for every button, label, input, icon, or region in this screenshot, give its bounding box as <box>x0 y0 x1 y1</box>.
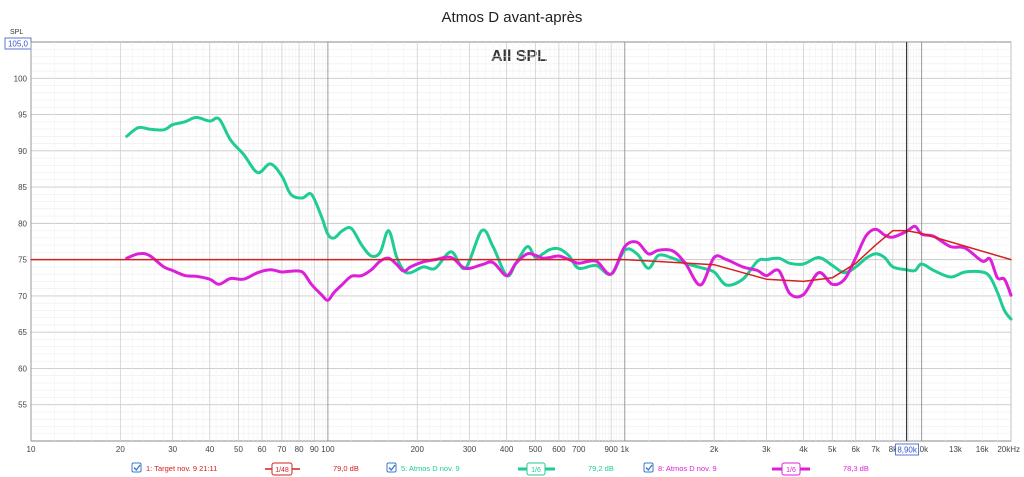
x-tick-label: 6k <box>852 445 861 454</box>
x-tick-label: 13k <box>949 445 963 454</box>
x-tick-label: 500 <box>529 445 543 454</box>
legend-level: 79,0 dB <box>333 464 359 473</box>
x-tick-label: 5k <box>828 445 837 454</box>
legend-series-name: 1: Target nov. 9 21:11 <box>146 464 217 473</box>
legend-level: 79,2 dB <box>588 464 614 473</box>
y-tick-labels: 55 60 65 70 75 80 85 90 95 100 <box>14 74 28 409</box>
y-tick-label: 80 <box>18 219 27 228</box>
check-icon <box>388 464 396 472</box>
y-tick-label: 75 <box>18 256 27 265</box>
smoothing-label: 1/6 <box>531 467 541 474</box>
x-tick-label: 300 <box>463 445 477 454</box>
y-tick-label: 55 <box>18 401 27 410</box>
x-tick-label: 40 <box>205 445 214 454</box>
smoothing-badge[interactable] <box>526 462 546 476</box>
check-icon <box>133 464 141 472</box>
y-tick-label: 85 <box>18 183 27 192</box>
x-tick-label: 7k <box>871 445 880 454</box>
x-tick-label: 80 <box>295 445 304 454</box>
x-tick-label: 8k <box>889 445 898 454</box>
x-tick-label: 600 <box>552 445 566 454</box>
y-tick-label: 65 <box>18 328 27 337</box>
x-tick-label: 100 <box>321 445 335 454</box>
grid <box>30 41 1012 442</box>
x-tick-label: 20kHz <box>997 445 1020 454</box>
legend-item-atmos-d-8[interactable]: 8: Atmos D nov. 9 1/6 78,3 dB <box>643 462 869 476</box>
x-tick-label: 50 <box>234 445 243 454</box>
y-tick-label: 100 <box>14 74 28 83</box>
x-tick-label: 2k <box>710 445 719 454</box>
cursor-label-box <box>895 443 920 456</box>
legend-item-atmos-d-5[interactable]: 5: Atmos D nov. 9 1/6 79,2 dB <box>386 462 614 476</box>
ylim-top-value: 105,0 <box>8 40 29 49</box>
x-tick-labels: 10 20 30 40 50 60 70 80 90 100 200 300 400 500 600 700 9… <box>27 445 1020 454</box>
y-axis-label: SPL <box>10 29 23 36</box>
x-tick-label: 3k <box>762 445 771 454</box>
x-tick-label: 20 <box>116 445 125 454</box>
x-tick-label: 400 <box>500 445 514 454</box>
x-tick-label: 4k <box>799 445 808 454</box>
y-tick-label: 95 <box>18 111 27 120</box>
x-tick-label: 70 <box>277 445 286 454</box>
x-tick-label: 16k <box>976 445 990 454</box>
y-tick-label: 70 <box>18 292 27 301</box>
x-tick-label: 200 <box>411 445 425 454</box>
y-tick-label: 60 <box>18 364 27 373</box>
x-tick-label: 900 <box>604 445 618 454</box>
x-tick-label: 90 <box>310 445 319 454</box>
x-tick-label: 700 <box>572 445 586 454</box>
smoothing-label: 1/48 <box>275 467 289 474</box>
frequency-cursor[interactable]: 8,90k <box>895 42 920 456</box>
x-tick-label: 30 <box>168 445 177 454</box>
series-lines <box>30 115 1013 321</box>
check-icon <box>645 464 653 472</box>
legend-level: 78,3 dB <box>843 464 869 473</box>
series-line-2 <box>125 115 1013 321</box>
checkbox-icon[interactable] <box>131 462 142 473</box>
cursor-label: 8,90k <box>897 446 918 455</box>
smoothing-label: 1/6 <box>786 467 796 474</box>
chart-title: Atmos D avant-après <box>442 9 583 26</box>
legend-item-target[interactable]: 1: Target nov. 9 21:11 1/48 79,0 dB <box>131 462 359 476</box>
legend-series-name: 8: Atmos D nov. 9 <box>658 464 717 473</box>
legend: 1: Target nov. 9 21:11 1/48 79,0 dB 5: A… <box>131 462 869 476</box>
checkbox-icon[interactable] <box>643 462 654 473</box>
checkbox-icon[interactable] <box>386 462 397 473</box>
x-tick-label: 1k <box>621 445 630 454</box>
y-tick-label: 90 <box>18 147 27 156</box>
x-tick-label: 10 <box>27 445 36 454</box>
legend-series-name: 5: Atmos D nov. 9 <box>401 464 460 473</box>
smoothing-badge[interactable] <box>271 462 293 476</box>
series-line-3 <box>125 224 1013 302</box>
x-tick-label: 10k <box>915 445 929 454</box>
smoothing-badge[interactable] <box>781 462 801 476</box>
x-tick-label: 60 <box>258 445 267 454</box>
series-line-1 <box>30 229 1012 283</box>
